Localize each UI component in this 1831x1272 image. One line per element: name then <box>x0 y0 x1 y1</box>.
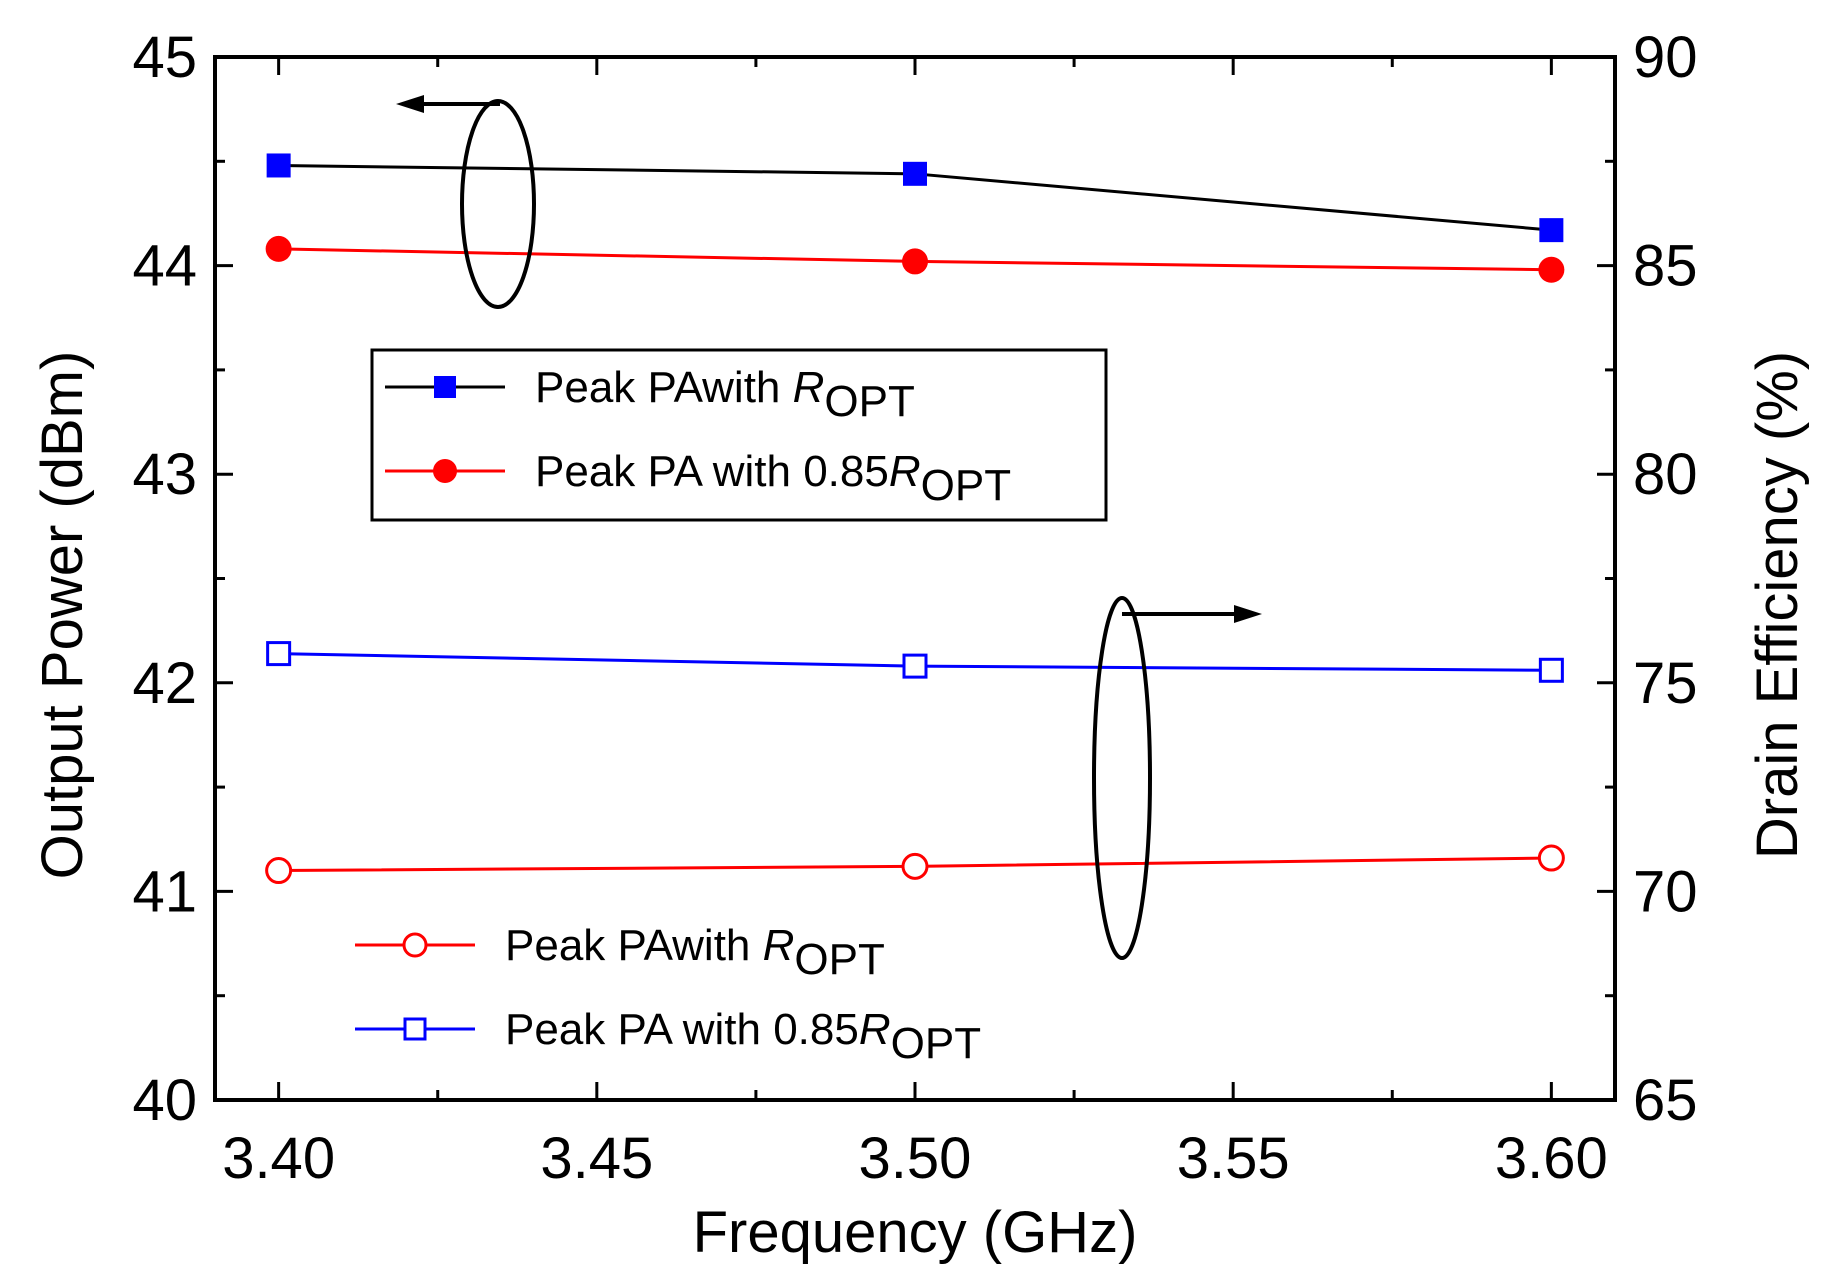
y-left-tick-label: 41 <box>132 859 197 924</box>
y-axis-right-title: Drain Efficiency (%) <box>1745 351 1810 859</box>
legend-entry: Peak PAwith ROPT <box>355 921 885 984</box>
y-right-tick-label: 70 <box>1633 859 1698 924</box>
x-axis: 3.40 3.45 3.50 3.55 3.60 <box>222 57 1608 1191</box>
y-left-tick-label: 45 <box>132 25 197 90</box>
y-left-tick-label: 43 <box>132 442 197 507</box>
legend-label: Peak PA with 0.85ROPT <box>535 447 1011 510</box>
x-tick-label: 3.60 <box>1495 1126 1608 1191</box>
legend-right-axis: Peak PAwith ROPT Peak PA with 0.85ROPT <box>355 921 981 1068</box>
data-point <box>265 235 292 262</box>
x-axis-title: Frequency (GHz) <box>693 1200 1138 1265</box>
right-arrow-head <box>1234 605 1262 623</box>
series-layer <box>265 153 1565 885</box>
legend-marker <box>403 1017 427 1041</box>
legend-label: Peak PAwith ROPT <box>535 363 915 426</box>
y-right-tick-label: 85 <box>1633 234 1698 299</box>
data-point <box>901 852 929 880</box>
data-point <box>1538 657 1564 683</box>
y-right-tick-label: 75 <box>1633 651 1698 716</box>
x-tick-label: 3.50 <box>859 1126 972 1191</box>
series-3 <box>266 641 1564 683</box>
left-arrow-head <box>396 95 424 113</box>
y-axis-left: 40 41 42 43 44 45 <box>132 25 233 1133</box>
data-point <box>266 153 291 178</box>
legend-label: Peak PAwith ROPT <box>505 921 885 984</box>
data-point <box>1537 844 1565 872</box>
x-tick-label: 3.40 <box>222 1126 335 1191</box>
legend-marker <box>433 459 457 483</box>
right-axis-annotation <box>1092 596 1262 960</box>
y-left-tick-label: 42 <box>132 651 197 716</box>
data-point <box>266 641 292 667</box>
legend-marker <box>402 932 428 958</box>
series-1 <box>265 235 1565 283</box>
legend-entry: Peak PA with 0.85ROPT <box>355 1005 981 1068</box>
data-point <box>1539 218 1564 243</box>
right-group-ellipse <box>1092 596 1152 960</box>
legend-marker <box>434 376 456 398</box>
left-group-ellipse <box>460 99 536 309</box>
legend-left-axis-box <box>370 348 1108 522</box>
y-right-tick-label: 80 <box>1633 442 1698 507</box>
y-right-tick-label: 65 <box>1633 1068 1698 1133</box>
series-0 <box>266 153 1564 243</box>
data-point <box>902 248 928 275</box>
data-point <box>903 161 927 186</box>
y-left-tick-label: 44 <box>132 234 197 299</box>
data-point <box>265 857 293 885</box>
y-axis-left-title: Output Power (dBm) <box>30 351 95 880</box>
series-2 <box>265 844 1565 885</box>
y-right-tick-label: 90 <box>1633 25 1698 90</box>
legend-left-axis: Peak PAwith ROPT Peak PA with 0.85ROPT <box>370 348 1108 522</box>
left-axis-annotation <box>396 95 536 309</box>
y-left-tick-label: 40 <box>132 1068 197 1133</box>
y-axis-right: 65 70 75 80 85 90 <box>1597 25 1698 1133</box>
data-point <box>902 653 928 679</box>
legend-label: Peak PA with 0.85ROPT <box>505 1005 981 1068</box>
x-tick-label: 3.45 <box>540 1126 653 1191</box>
data-point <box>1538 256 1565 283</box>
legend-entry: Peak PAwith ROPT <box>385 363 915 426</box>
legend-entry: Peak PA with 0.85ROPT <box>385 447 1011 510</box>
x-tick-label: 3.55 <box>1177 1126 1290 1191</box>
